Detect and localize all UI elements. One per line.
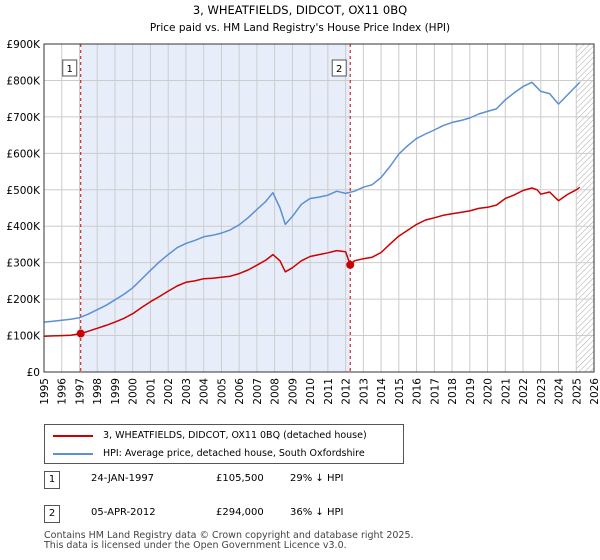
y-tick-label: £700K — [6, 112, 41, 124]
x-tick-label: 2002 — [163, 378, 175, 405]
footer-licence: This data is licensed under the Open Gov… — [44, 540, 347, 551]
x-tick-label: 2017 — [429, 378, 441, 405]
legend-item-property: 3, WHEATFIELDS, DIDCOT, OX11 0BQ (detach… — [53, 428, 367, 444]
y-tick-label: £300K — [6, 258, 41, 270]
legend: 3, WHEATFIELDS, DIDCOT, OX11 0BQ (detach… — [44, 424, 404, 464]
x-tick-label: 2006 — [234, 378, 246, 405]
chart-title: 3, WHEATFIELDS, DIDCOT, OX11 0BQ — [193, 3, 407, 17]
x-tick-label: 2019 — [465, 378, 477, 405]
x-tick-label: 2021 — [500, 378, 512, 405]
x-tick-label: 2012 — [341, 378, 353, 405]
x-tick-label: 2024 — [554, 378, 566, 405]
x-tick-label: 1995 — [39, 378, 51, 405]
transaction-point — [76, 329, 85, 338]
legend-swatch-red — [53, 434, 93, 437]
x-tick-label: 2023 — [536, 378, 548, 405]
x-tick-label: 2022 — [518, 378, 530, 405]
y-tick-label: £100K — [6, 331, 41, 343]
x-tick-label: 2001 — [145, 378, 157, 405]
transaction-number-badge: 2 — [44, 505, 60, 523]
x-tick-label: 2005 — [216, 378, 228, 405]
x-tick-label: 2016 — [412, 378, 424, 405]
x-tick-label: 2013 — [358, 378, 370, 405]
transaction-point — [346, 260, 355, 269]
legend-item-hpi: HPI: Average price, detached house, Sout… — [53, 446, 365, 462]
footer: Contains HM Land Registry data © Crown c… — [44, 531, 414, 551]
hpi-series-line — [43, 81, 581, 323]
table-row: 1 24-JAN-1997 £105,500 29% ↓ HPI — [44, 471, 404, 489]
y-tick-label: £500K — [6, 185, 41, 197]
transaction-date: 05-APR-2012 — [91, 507, 156, 518]
transaction-marker-label: 1 — [67, 64, 73, 75]
x-tick-label: 2009 — [287, 378, 299, 405]
plot-frame — [43, 43, 595, 373]
hatched-region — [576, 44, 594, 372]
chart-subtitle: Price paid vs. HM Land Registry's House … — [150, 22, 450, 34]
transaction-hpi-diff: 36% ↓ HPI — [290, 507, 344, 518]
x-tick-label: 2011 — [323, 378, 335, 405]
transaction-marker-label: 2 — [336, 64, 342, 75]
y-tick-label: £600K — [6, 148, 41, 160]
table-row: 2 05-APR-2012 £294,000 36% ↓ HPI — [44, 505, 404, 523]
x-tick-label: 2015 — [394, 378, 406, 405]
y-tick-label: £200K — [6, 294, 41, 306]
x-tick-label: 2025 — [571, 378, 583, 405]
x-tick-label: 1998 — [92, 378, 104, 405]
x-tick-label: 2010 — [305, 378, 317, 405]
transaction-number-badge: 1 — [44, 471, 60, 489]
x-tick-label: 2018 — [447, 378, 459, 405]
transaction-price: £105,500 — [216, 473, 264, 484]
property-series-line — [43, 186, 581, 338]
transaction-price: £294,000 — [216, 507, 264, 518]
x-tick-label: 2004 — [199, 378, 211, 405]
legend-label-hpi: HPI: Average price, detached house, Sout… — [103, 448, 365, 459]
x-tick-label: 2020 — [483, 378, 495, 405]
legend-label-property: 3, WHEATFIELDS, DIDCOT, OX11 0BQ (detach… — [103, 430, 367, 441]
x-tick-label: 2026 — [589, 378, 600, 405]
footer-copyright: Contains HM Land Registry data © Crown c… — [44, 530, 414, 541]
x-tick-label: 2007 — [252, 378, 264, 405]
x-tick-label: 1996 — [57, 378, 69, 405]
x-tick-label: 2008 — [270, 378, 282, 405]
x-tick-label: 2014 — [376, 378, 388, 405]
legend-swatch-blue — [53, 452, 93, 455]
transaction-date: 24-JAN-1997 — [91, 473, 155, 484]
y-tick-label: £0 — [27, 367, 40, 379]
x-tick-label: 1997 — [74, 378, 86, 405]
x-tick-label: 2000 — [128, 378, 140, 405]
price-chart: 3, WHEATFIELDS, DIDCOT, OX11 0BQ Price pa… — [6, 3, 600, 405]
y-tick-label: £900K — [6, 39, 41, 51]
y-tick-label: £400K — [6, 221, 41, 233]
y-tick-label: £800K — [6, 75, 41, 87]
transaction-hpi-diff: 29% ↓ HPI — [290, 473, 344, 484]
transaction-marker-box — [62, 59, 78, 77]
x-tick-label: 1999 — [110, 378, 122, 405]
x-tick-label: 2003 — [181, 378, 193, 405]
transaction-marker-box — [331, 59, 347, 77]
